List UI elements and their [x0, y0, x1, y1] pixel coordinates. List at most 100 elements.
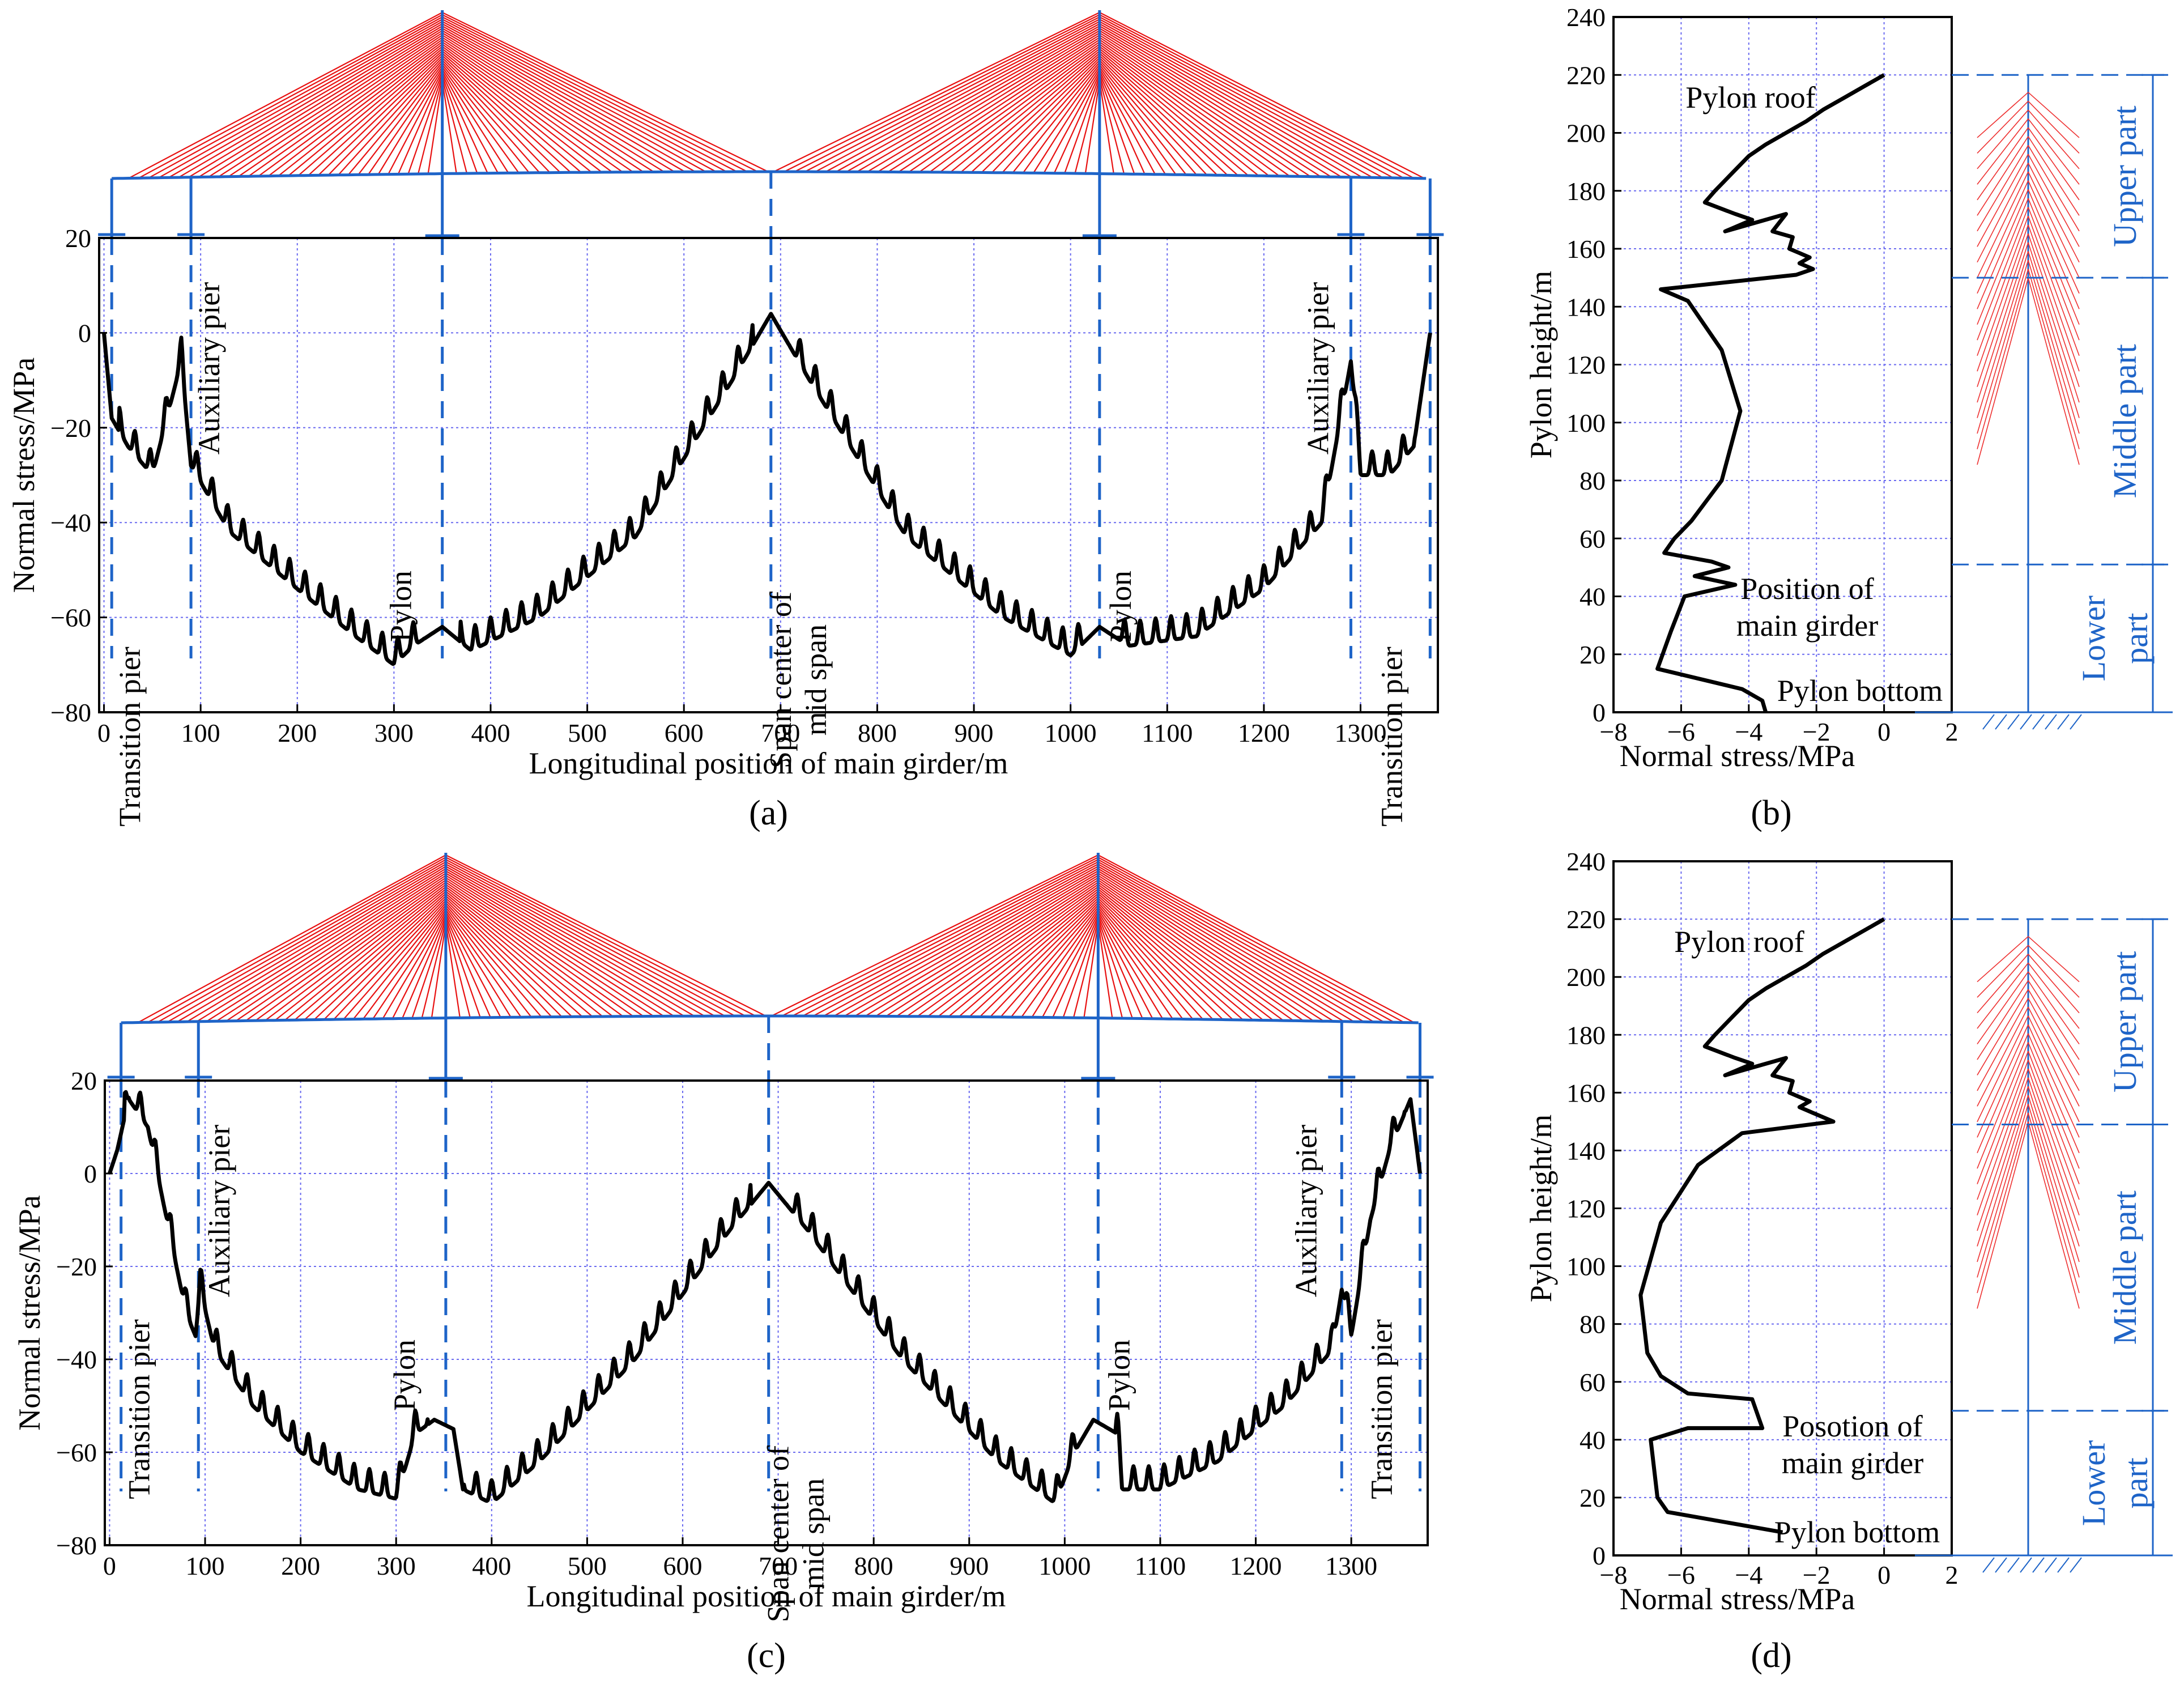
- stay-cable: [445, 902, 552, 1018]
- ground-hatch: [2007, 1557, 2020, 1573]
- pylon-cable: [1977, 224, 2029, 372]
- stay-cable: [802, 861, 1099, 1017]
- stay-cable: [1099, 62, 1197, 176]
- stay-cable: [1099, 19, 1394, 178]
- stay-cable: [1099, 35, 1322, 177]
- stay-cable: [1012, 64, 1100, 173]
- annotation-auxiliary-pier: Auxiliary pier: [1289, 1125, 1323, 1297]
- stay-cable: [268, 44, 443, 177]
- stay-cable: [441, 53, 582, 173]
- x-tick-label: 100: [186, 1551, 225, 1580]
- pier-lines-a: [110, 238, 1432, 658]
- stay-cable: [445, 904, 542, 1018]
- pylon-cable: [2028, 242, 2080, 403]
- pylon-cable: [1977, 945, 2029, 998]
- stay-cable: [1099, 39, 1301, 177]
- stay-cable: [969, 898, 1099, 1018]
- y-tick-label: −40: [56, 1345, 97, 1374]
- stay-cable: [1097, 911, 1164, 1019]
- ticks-b: −8 −6 −4 −2 0 2020406080100120140160180200220…: [1566, 3, 1959, 746]
- x-tick-label: −2: [1803, 1561, 1830, 1589]
- stay-cable: [167, 861, 446, 1023]
- stay-cable: [445, 866, 716, 1017]
- stay-cable: [441, 57, 561, 173]
- stay-cable: [781, 857, 1099, 1017]
- stay-cable: [245, 879, 446, 1022]
- y-tick-label: 160: [1566, 1078, 1606, 1107]
- stay-cable: [833, 868, 1099, 1017]
- stay-cable: [138, 854, 446, 1023]
- stay-cable: [1099, 75, 1135, 175]
- y-tick-label: −80: [56, 1531, 97, 1560]
- pylon-cable: [1977, 1121, 2029, 1309]
- stay-cable: [1097, 866, 1365, 1023]
- pylon-cable: [2028, 1086, 2080, 1247]
- stay-cable: [441, 78, 468, 174]
- stay-cable: [877, 35, 1100, 173]
- pylon-cable: [2028, 215, 2080, 356]
- pylon-cable: [1977, 242, 2029, 403]
- y-tick-label: −40: [50, 508, 91, 537]
- stay-cable: [445, 913, 501, 1018]
- x-tick-label: 500: [568, 1551, 607, 1580]
- x-tick-label: 900: [955, 718, 994, 747]
- pylon-cable: [2028, 1024, 2080, 1138]
- annotation-main-girder: Position of: [1740, 572, 1874, 606]
- pylon-cable: [1977, 215, 2029, 356]
- y-tick-label: 160: [1566, 235, 1606, 263]
- ground-hatch: [2070, 714, 2082, 730]
- x-tick-label: 2: [1945, 717, 1959, 746]
- pylon-cable: [1977, 109, 2029, 169]
- stay-cable: [258, 41, 443, 177]
- stay-cable: [1099, 44, 1280, 177]
- stay-cable: [323, 898, 446, 1021]
- ground-hatch: [1982, 1557, 1995, 1573]
- pylon-cable: [2028, 1068, 2080, 1215]
- stay-cable: [1097, 884, 1284, 1021]
- stay-cable: [1099, 41, 1291, 177]
- x-tick-label: 200: [278, 718, 317, 747]
- annotation-pylon-bottom: Pylon bottom: [1774, 1515, 1940, 1549]
- stay-cable: [1099, 21, 1383, 178]
- pylon-cable: [2028, 1104, 2080, 1278]
- stay-cable: [917, 886, 1099, 1017]
- x-tick-label: 800: [854, 1551, 893, 1580]
- stay-cable: [363, 907, 446, 1020]
- ticks-a: 0 100 200 300 400 500 600 700 800 900 1000 1100 1200…: [50, 224, 1386, 747]
- y-tick-label: 40: [1580, 1426, 1606, 1455]
- stay-cable: [1064, 75, 1100, 174]
- x-axis-label-d: Normal stress/MPa: [1620, 1582, 1855, 1616]
- pylon-cable: [1977, 1068, 2029, 1215]
- stay-cable: [417, 78, 443, 175]
- zone-label-lower: Lower: [2075, 596, 2112, 681]
- pylon-cable: [2028, 1051, 2080, 1184]
- stay-cable: [445, 920, 471, 1018]
- stay-cable: [1097, 854, 1415, 1023]
- stay-cable: [1043, 71, 1100, 173]
- stay-cable: [445, 882, 644, 1017]
- stay-cable: [1097, 902, 1204, 1020]
- stay-cable: [854, 873, 1099, 1017]
- pylon-cable: [1977, 118, 2029, 185]
- annotation-pylon: Pylon: [1102, 1340, 1136, 1411]
- ground-hatch: [1995, 1557, 2007, 1573]
- x-tick-label: 100: [181, 718, 220, 747]
- stay-cable: [929, 46, 1100, 173]
- y-tick-label: 180: [1566, 177, 1606, 206]
- stay-cable: [1084, 80, 1100, 174]
- stay-cable: [445, 868, 705, 1017]
- stay-cable: [1099, 50, 1249, 176]
- stay-cable: [1099, 46, 1270, 177]
- annotation-pylon-roof: Pylon roof: [1674, 925, 1804, 959]
- stay-cable: [445, 918, 481, 1018]
- pylon-cable: [2028, 163, 2080, 263]
- pylon-cable: [1977, 1051, 2029, 1184]
- stay-cable: [157, 859, 446, 1023]
- bridge-schematic-c: [107, 853, 1434, 1081]
- stay-cable: [445, 898, 573, 1018]
- pylon-cable: [1977, 260, 2029, 434]
- stay-cable: [1097, 900, 1214, 1021]
- pylon-cable: [2028, 269, 2080, 449]
- y-tick-label: 0: [84, 1159, 97, 1188]
- stay-cable: [990, 902, 1099, 1018]
